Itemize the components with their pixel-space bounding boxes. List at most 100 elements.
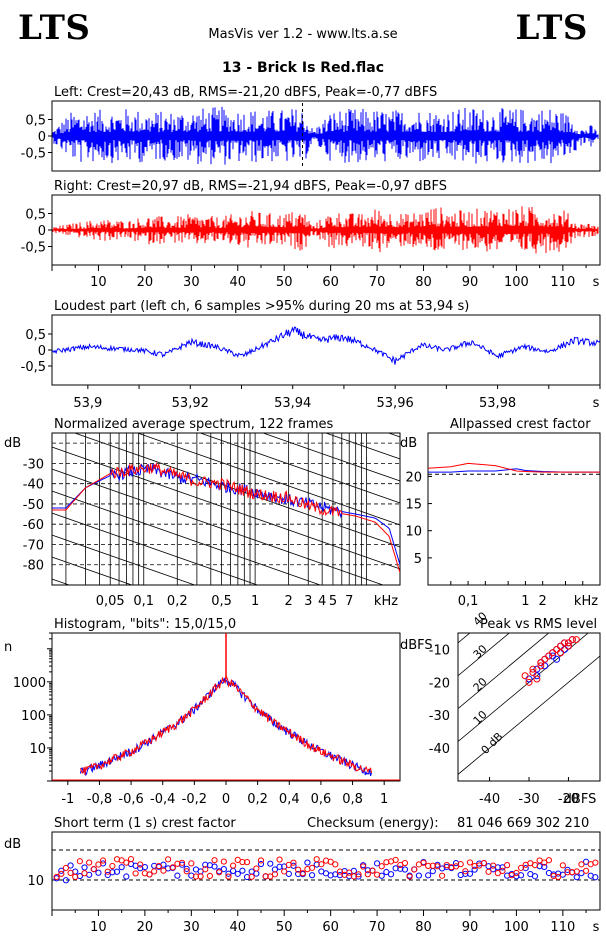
st-crest-point-right: [485, 868, 492, 875]
y-tick-label: -50: [23, 498, 44, 513]
st-crest-point-right: [299, 870, 306, 877]
x-tick-label: 40: [229, 920, 246, 935]
st-crest-point-left: [174, 872, 181, 879]
st-crest-point-right: [225, 873, 232, 880]
pvr-point-right: [525, 678, 533, 686]
st-crest-point-left: [522, 865, 529, 872]
st-crest-point-left: [67, 862, 74, 869]
st-crest-point-right: [160, 867, 167, 874]
waveform-trace: [52, 206, 599, 254]
st-crest-point-right: [104, 868, 111, 875]
st-crest-point-left: [118, 864, 125, 871]
x-tick-label: 40: [229, 275, 246, 290]
st-crest-point-left: [234, 870, 241, 877]
x-tick-label: 1: [251, 594, 259, 609]
st-crest-point-left: [202, 861, 209, 868]
y-tick-label: 5: [414, 552, 422, 567]
spectrum-slope-line: [52, 468, 385, 585]
y-tick-label: 10: [405, 525, 422, 540]
st-crest-point-right: [318, 861, 325, 868]
st-crest-point-left: [355, 873, 362, 880]
spectrum-slope-line: [52, 534, 196, 585]
st-crest-point-right: [545, 857, 553, 864]
st-crest-point-right: [582, 867, 590, 874]
x-tick-label: -30: [518, 792, 539, 807]
spectrum-slope-line: [52, 490, 322, 585]
pvr-point-right: [545, 652, 553, 660]
loudest-title: Loudest part (left ch, 6 samples >95% du…: [54, 299, 469, 314]
st-crest-point-right: [137, 861, 144, 868]
st-crest-point-right: [513, 869, 520, 877]
pvr-point-right: [557, 642, 565, 650]
x-tick-label: -1: [61, 792, 74, 807]
st-crest-point-left: [109, 869, 116, 876]
st-crest-point-left: [415, 872, 422, 879]
y-tick-label: -10: [429, 643, 450, 658]
x-tick-label: 100: [504, 920, 529, 935]
st-crest-ylabel: dB: [4, 837, 21, 852]
st-crest-point-right: [248, 873, 255, 880]
pvr-diag-label: 20: [471, 675, 490, 694]
st-crest-point-right: [313, 856, 320, 863]
pvr-point-right: [564, 642, 572, 650]
st-crest-point-left: [220, 866, 227, 873]
crest-title: Allpassed crest factor: [450, 417, 591, 432]
st-crest-point-right: [165, 856, 172, 863]
y-tick-label: -40: [429, 742, 450, 757]
st-crest-point-right: [332, 861, 339, 868]
x-tick-label: 1: [521, 594, 529, 609]
waveform-title: Right: Crest=20,97 dB, RMS=-21,94 dBFS, …: [54, 179, 447, 194]
st-crest-point-right: [360, 863, 367, 870]
st-crest-point-right: [499, 867, 506, 874]
pvr-point-right: [572, 636, 580, 644]
st-crest-point-right: [81, 870, 88, 877]
st-crest-frame: [51, 831, 601, 911]
x-tick-label: 20: [137, 920, 154, 935]
st-crest-point-left: [225, 870, 232, 877]
st-crest-point-right: [132, 870, 139, 877]
x-tick-label: 7: [345, 594, 353, 609]
track-title: 13 - Brick Is Red.flac: [221, 60, 385, 76]
st-crest-point-left: [304, 859, 311, 866]
st-crest-point-right: [197, 873, 204, 880]
pvr-point-right: [529, 668, 537, 676]
st-crest-point-right: [369, 867, 376, 874]
st-crest-point-left: [285, 870, 292, 877]
st-crest-point-right: [429, 862, 436, 869]
x-tick-label: 53,96: [377, 396, 414, 411]
x-tick-label: 0,1: [133, 594, 154, 609]
y-tick-label: -30: [23, 457, 44, 472]
x-tick-label: 80: [415, 920, 432, 935]
st-crest-point-right: [262, 873, 269, 880]
spectrum-frame: [51, 432, 401, 586]
st-crest-point-right: [109, 862, 116, 870]
x-tick-label: 10: [90, 920, 107, 935]
st-crest-point-right: [439, 872, 446, 879]
st-crest-point-left: [257, 860, 265, 868]
st-crest-point-right: [271, 871, 279, 878]
y-tick-label: -20: [429, 676, 450, 691]
st-crest-point-right: [127, 856, 135, 863]
st-crest-point-right: [531, 862, 539, 869]
y-tick-label: 0: [38, 224, 46, 239]
histogram-ylabel: n: [4, 640, 12, 655]
st-crest-point-right: [230, 862, 237, 869]
x-tick-label: s: [593, 275, 600, 290]
st-crest-point-left: [462, 870, 469, 877]
spectrum-slope-line: [52, 446, 400, 570]
st-crest-point-right: [327, 858, 334, 865]
st-crest-point-right: [188, 860, 195, 867]
st-crest-point-left: [95, 869, 102, 876]
x-tick-label: 1: [380, 792, 388, 807]
x-tick-label: -20: [558, 792, 579, 807]
st-crest-point-right: [401, 859, 409, 867]
x-tick-label: 60: [322, 920, 339, 935]
x-tick-label: 20: [137, 275, 154, 290]
crest-series-right: [427, 462, 600, 473]
st-crest-point-right: [555, 873, 562, 881]
pvr-diag-label: 0 dB: [479, 730, 506, 757]
x-tick-label: -40: [479, 792, 500, 807]
pvr-diagonal: [458, 633, 550, 710]
histogram-series-right: [80, 674, 372, 776]
x-tick-label: 0: [222, 792, 230, 807]
